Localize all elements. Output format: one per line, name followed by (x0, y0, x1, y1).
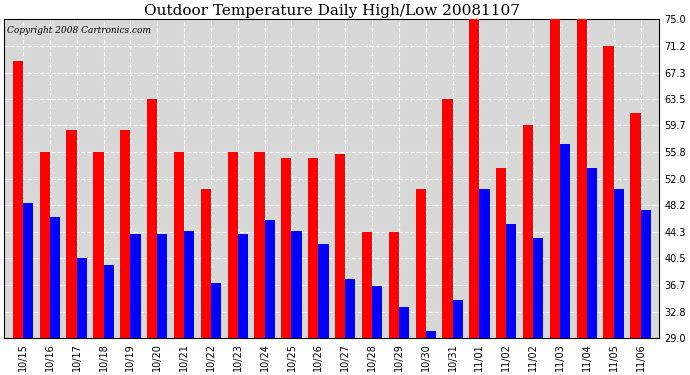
Bar (335, 154, 345, 375)
Bar (39, 152, 50, 375)
Bar (147, 99, 157, 375)
Bar (577, 20, 587, 375)
Bar (282, 158, 291, 375)
Bar (184, 231, 195, 375)
Bar (228, 152, 238, 375)
Bar (613, 189, 624, 375)
Bar (388, 232, 399, 375)
Bar (120, 130, 130, 375)
Bar (345, 279, 355, 375)
Bar (255, 152, 265, 375)
Bar (587, 168, 597, 375)
Bar (415, 189, 426, 375)
Bar (523, 125, 533, 375)
Bar (560, 144, 570, 375)
Bar (50, 217, 60, 375)
Text: Copyright 2008 Cartronics.com: Copyright 2008 Cartronics.com (8, 26, 151, 35)
Bar (130, 234, 141, 375)
Bar (77, 258, 87, 375)
Bar (174, 152, 184, 375)
Bar (291, 231, 302, 375)
Bar (469, 20, 480, 375)
Bar (238, 234, 248, 375)
Bar (201, 189, 211, 375)
Bar (362, 232, 372, 375)
Bar (157, 234, 168, 375)
Bar (211, 282, 221, 375)
Bar (104, 265, 114, 375)
Bar (496, 168, 506, 375)
Bar (66, 130, 77, 375)
Bar (12, 61, 23, 375)
Bar (604, 46, 613, 375)
Bar (442, 99, 453, 375)
Bar (550, 20, 560, 375)
Bar (23, 203, 33, 375)
Bar (308, 158, 318, 375)
Bar (318, 244, 328, 375)
Bar (265, 220, 275, 375)
Bar (93, 152, 104, 375)
Bar (506, 224, 517, 375)
Bar (426, 331, 436, 375)
Bar (533, 237, 543, 375)
Bar (399, 307, 409, 375)
Bar (480, 189, 490, 375)
Bar (640, 210, 651, 375)
Bar (631, 113, 640, 375)
Bar (372, 286, 382, 375)
Title: Outdoor Temperature Daily High/Low 20081107: Outdoor Temperature Daily High/Low 20081… (144, 4, 520, 18)
Bar (453, 300, 463, 375)
